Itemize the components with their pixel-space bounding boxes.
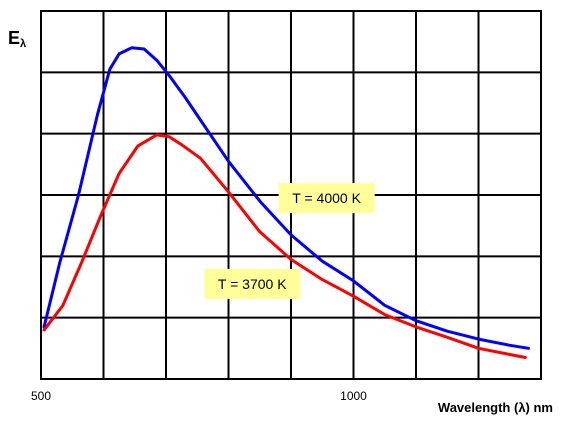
series-line-3700k bbox=[42, 133, 527, 359]
x-axis-label: Wavelength (λ) nm bbox=[438, 400, 553, 415]
plot-frame bbox=[40, 10, 542, 380]
annotation-label-4000k: T = 4000 K bbox=[292, 190, 361, 206]
tick-layer: 500 1000 bbox=[31, 389, 367, 403]
annotation-box-3700k bbox=[204, 268, 301, 299]
annotation-layer: T = 4000 K T = 3700 K bbox=[204, 183, 375, 299]
x-tick-label: 1000 bbox=[340, 389, 367, 403]
y-axis-label-sub: λ bbox=[20, 38, 26, 50]
y-axis-label-main: E bbox=[8, 28, 20, 48]
series-layer bbox=[42, 46, 530, 359]
annotation-label-3700k: T = 3700 K bbox=[218, 276, 287, 292]
series-line-4000k bbox=[42, 46, 530, 350]
annotation-box-4000k bbox=[278, 183, 375, 214]
y-axis-label: Eλ bbox=[8, 28, 26, 50]
x-tick-label: 500 bbox=[31, 389, 51, 403]
